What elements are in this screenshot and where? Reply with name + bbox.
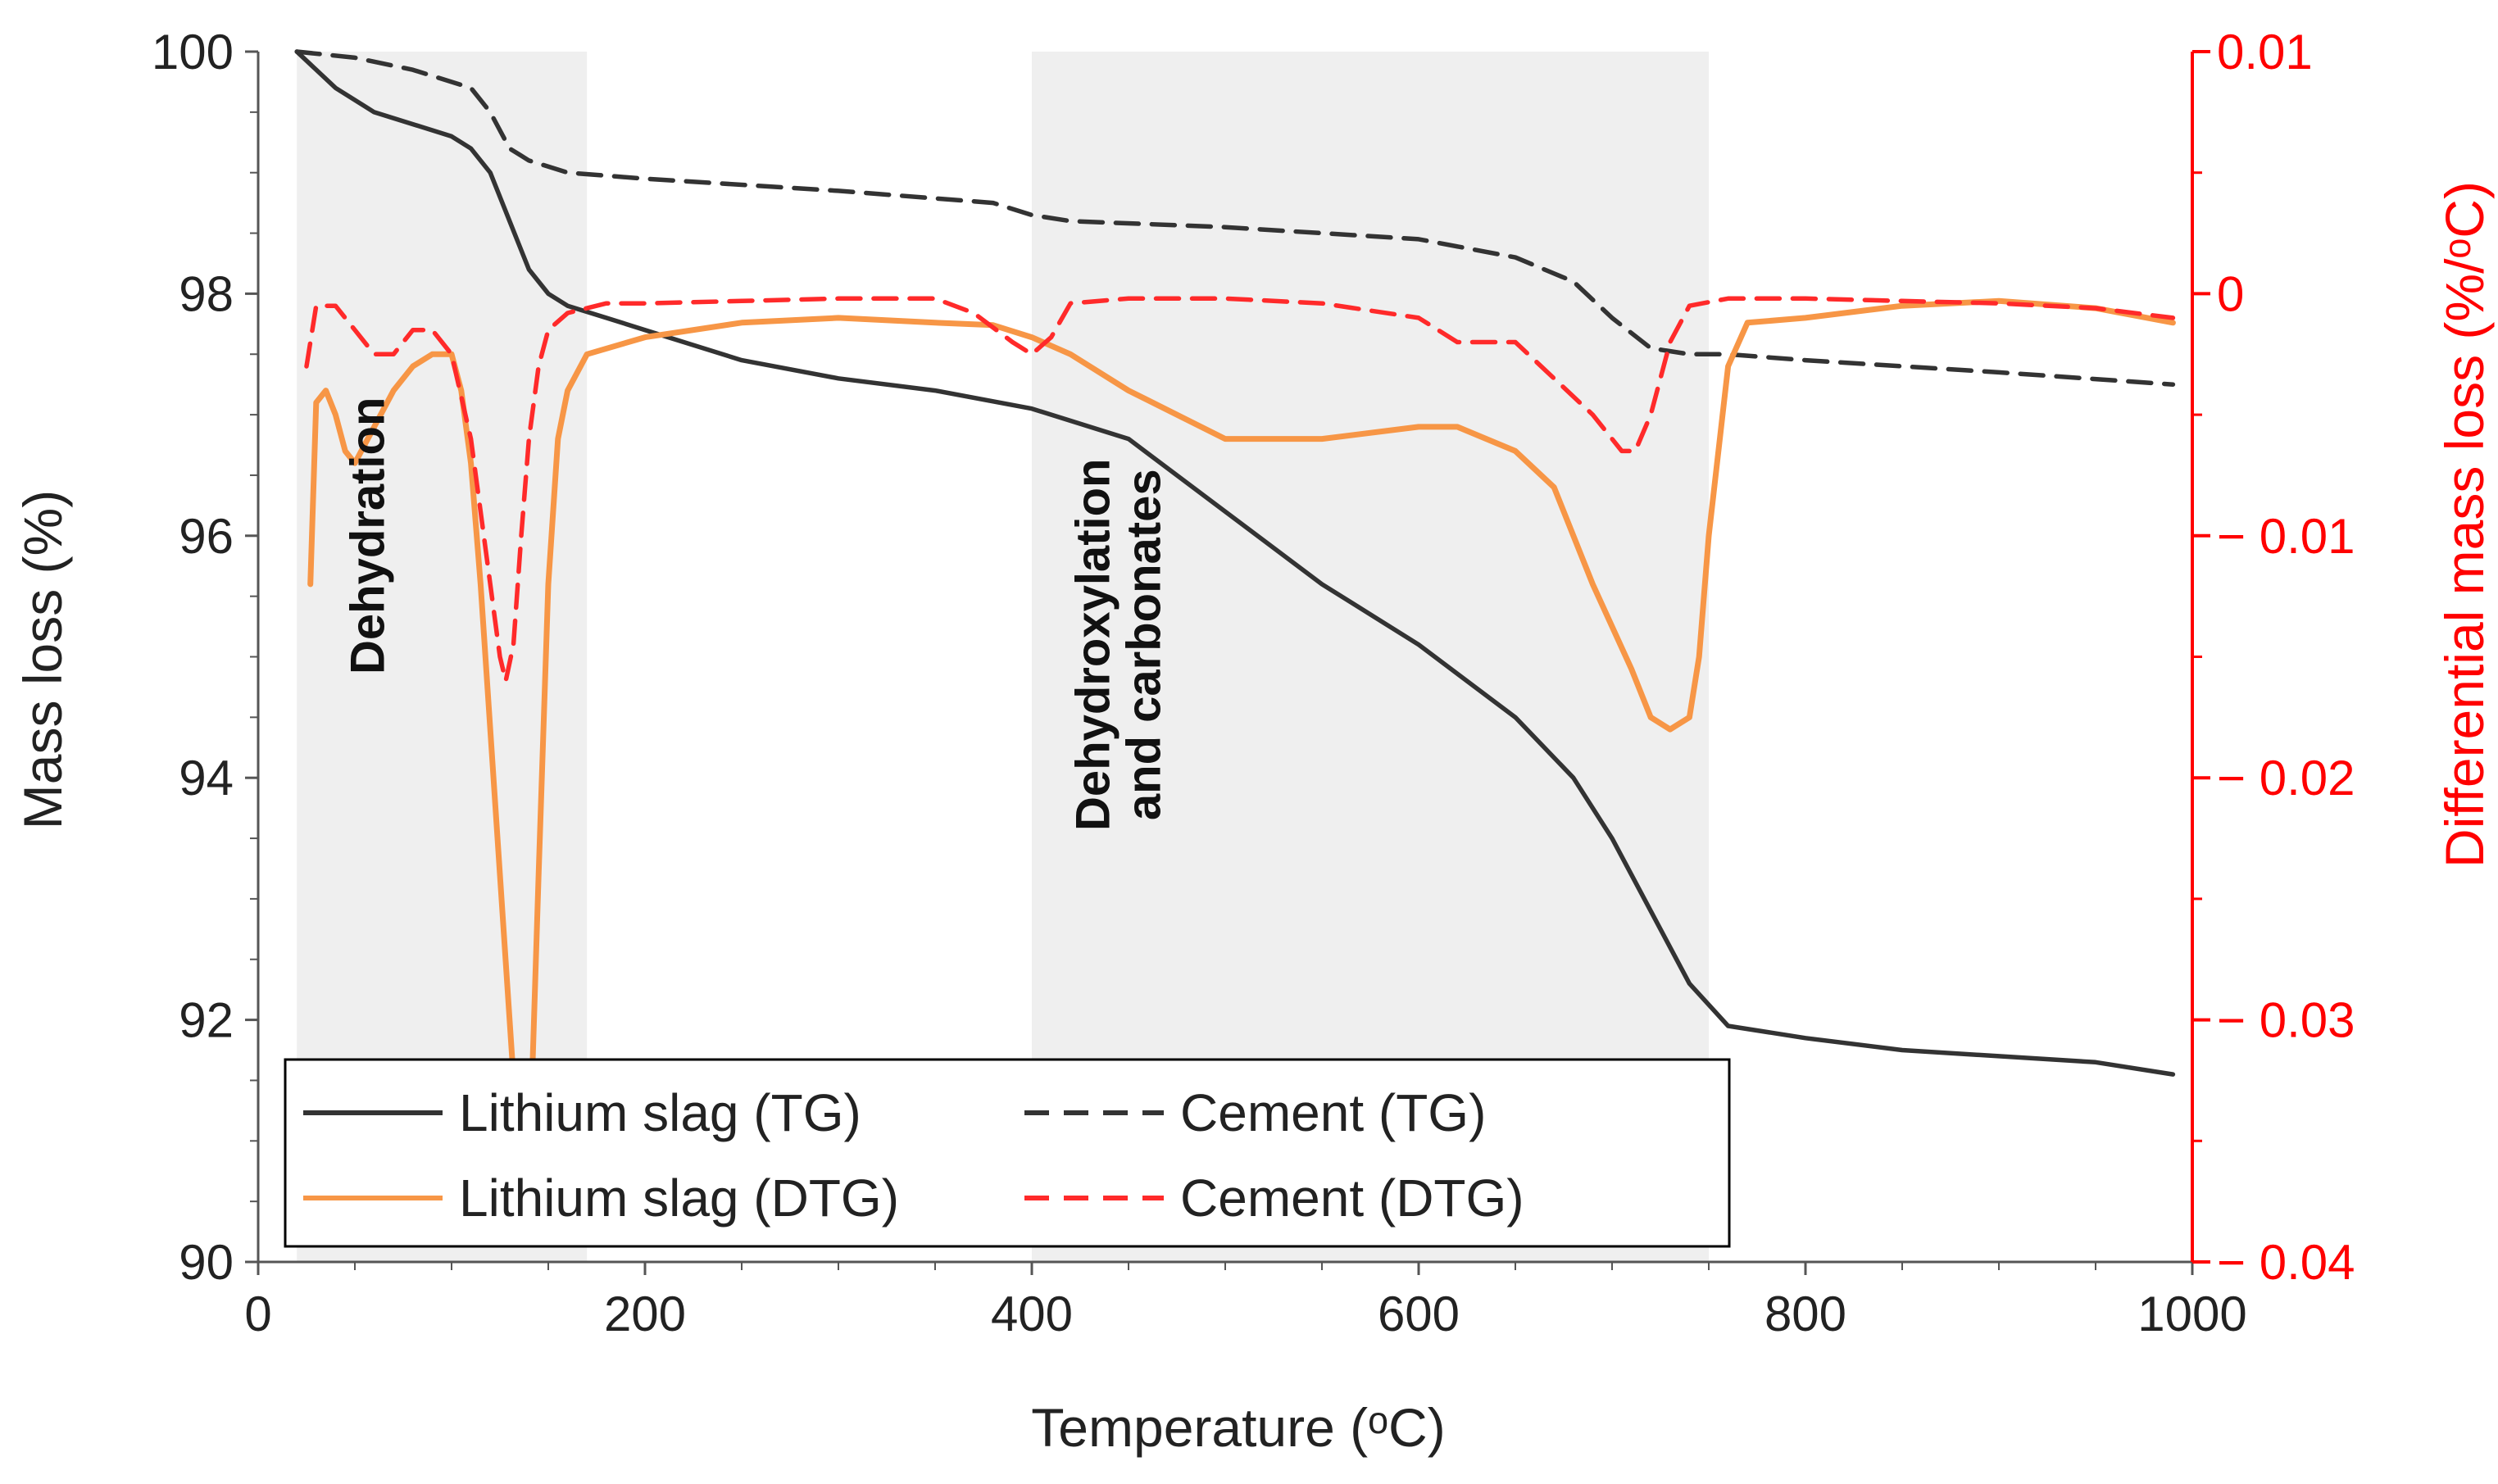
y-right-tick-label: 0: [2217, 266, 2244, 321]
legend-label: Lithium slag (TG): [459, 1083, 861, 1142]
x-tick-label: 600: [1378, 1287, 1460, 1341]
legend-box: [284, 1058, 1731, 1248]
y-right-tick-label: − 0.04: [2217, 1235, 2355, 1290]
x-axis-title: Temperature (ᵒC): [1031, 1397, 1445, 1458]
axes: 0 200 400 600 800 1000 90 92 94 96 98 100 0.01 0 − 0.0…: [152, 25, 2355, 1341]
y-left-axis-title: Mass loss (%): [12, 490, 73, 829]
x-tick-label: 200: [604, 1287, 686, 1341]
legend: Lithium slag (TG) Cement (TG) Lithium slag…: [284, 1058, 1731, 1248]
y-left-tick-label: 92: [179, 993, 234, 1048]
y-left-tick-label: 94: [179, 751, 234, 806]
y-right-tick-label: − 0.01: [2217, 509, 2355, 564]
x-tick-label: 1000: [2137, 1287, 2246, 1341]
region-label-dehydroxylation-line: Dehydroxylation: [1066, 459, 1120, 831]
region-label-dehydration: Dehydration: [341, 397, 394, 674]
legend-label: Cement (DTG): [1180, 1169, 1524, 1228]
y-right-axis-title: Differential mass loss (%/ᵒC): [2434, 181, 2495, 868]
region-label-dehydroxylation-line: and carbonates: [1117, 469, 1170, 820]
y-left-tick-label: 98: [179, 266, 234, 321]
plot-series: [294, 49, 2176, 1197]
x-tick-label: 0: [244, 1287, 271, 1341]
x-tick-label: 400: [991, 1287, 1073, 1341]
y-right-tick-label: − 0.03: [2217, 993, 2355, 1048]
x-tick-label: 800: [1764, 1287, 1846, 1341]
y-right-tick-label: − 0.02: [2217, 751, 2355, 806]
y-left-tick-label: 100: [152, 25, 234, 79]
y-right-tick-label: 0.01: [2217, 25, 2313, 79]
y-left-tick-label: 90: [179, 1235, 234, 1290]
legend-label: Cement (TG): [1180, 1083, 1486, 1142]
series-line-0: [294, 49, 2176, 1077]
legend-label: Lithium slag (DTG): [459, 1169, 899, 1228]
series-line-1: [294, 49, 2176, 387]
y-left-tick-label: 96: [179, 509, 234, 564]
series-line-2: [307, 297, 2176, 1197]
